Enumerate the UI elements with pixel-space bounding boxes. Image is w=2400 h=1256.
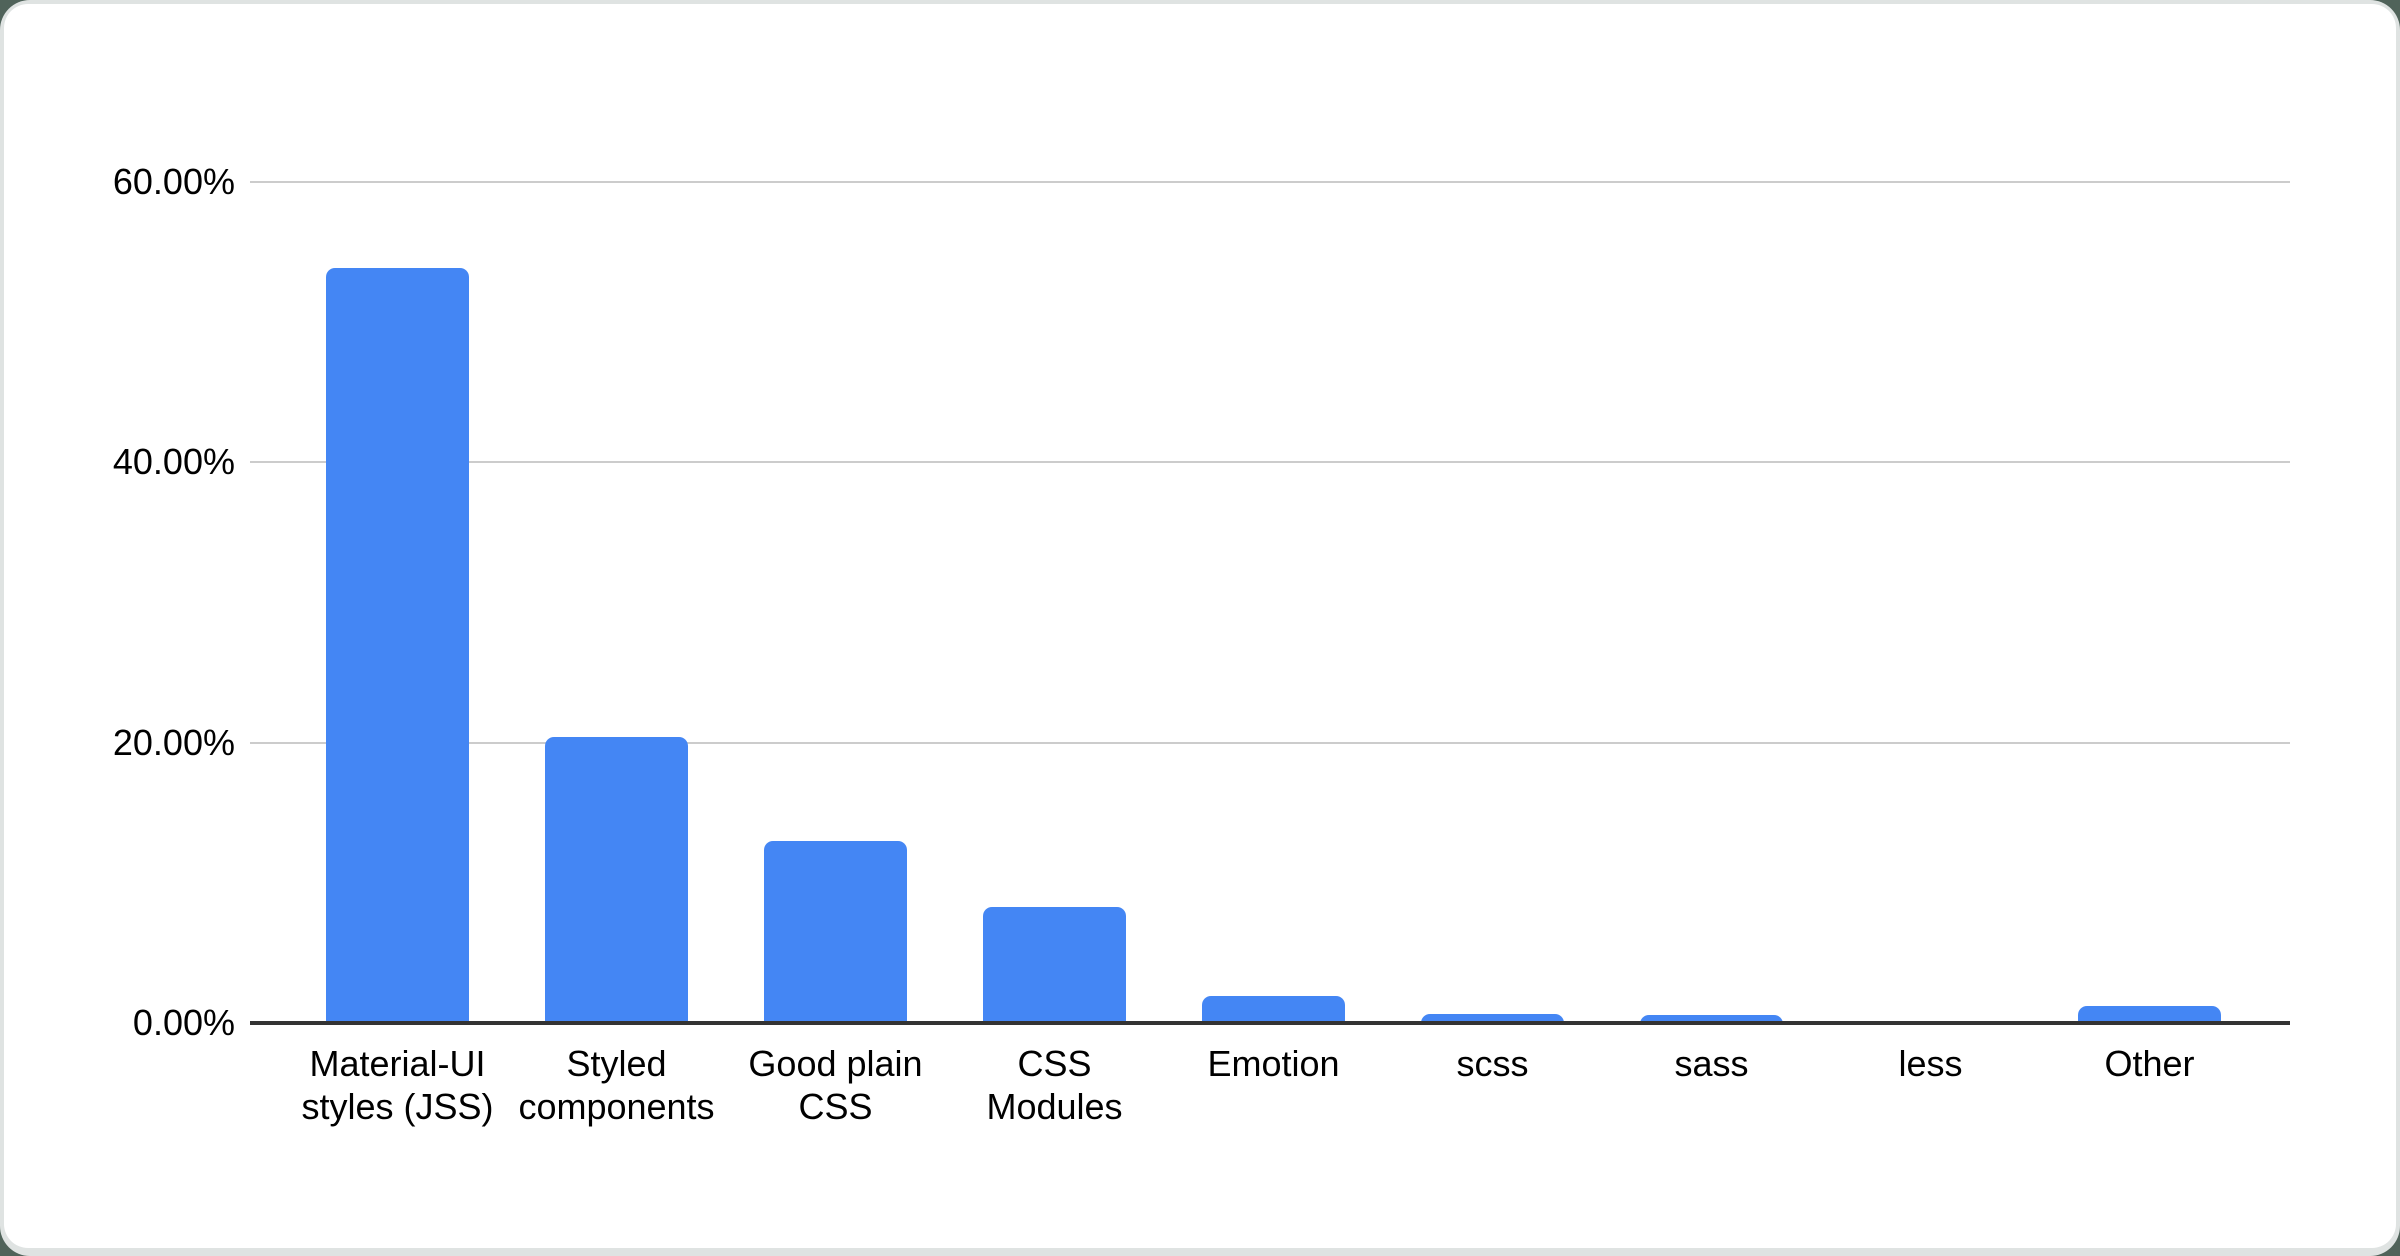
x-axis-category-labels: Material-UI styles (JSS) Styled components G… [288,1042,2259,1128]
bar-good-plain-css [764,840,907,1025]
category-label-line: less [1898,1043,1963,1084]
gridline-60 [250,180,2290,183]
category-label-line: CSS [798,1086,873,1127]
category-label-line: Modules [986,1086,1123,1127]
y-tick-label: 0.00% [132,1002,235,1043]
bar-material-ui-styles-jss- [326,268,469,1025]
bar-sass [1640,1015,1783,1025]
gridline-40 [250,461,2290,464]
bar-slot [507,0,726,1025]
category-label: less [1821,1042,2040,1128]
bar-slot [1821,0,2040,1025]
category-label: scss [1383,1042,1602,1128]
bar-emotion [1202,996,1345,1025]
bar-other [2078,1006,2221,1025]
category-label: Styled components [507,1042,726,1128]
category-label: Material-UI styles (JSS) [288,1042,507,1128]
category-label-line: Other [2104,1043,2195,1084]
category-label: Good plain CSS [726,1042,945,1128]
bar-series [288,0,2259,1025]
y-tick-label: 40.00% [112,441,235,483]
bar-slot [1602,0,1821,1025]
category-label-line: scss [1456,1043,1529,1084]
bar-slot [945,0,1164,1025]
bar-styled-components [545,736,688,1025]
bar-slot [2040,0,2259,1025]
y-tick-label: 20.00% [112,721,235,763]
y-tick-label: 60.00% [112,160,235,202]
bar-slot [726,0,945,1025]
category-label-line: Emotion [1207,1043,1340,1084]
category-label-line: sass [1674,1043,1749,1084]
bar-slot [288,0,507,1025]
category-label-line: components [518,1086,715,1127]
category-label-line: Good plain [748,1043,923,1084]
category-label-line: styles (JSS) [301,1086,494,1127]
category-label-line: CSS [1017,1043,1092,1084]
category-label-line: Material-UI [309,1043,486,1084]
bar-css-modules [983,906,1126,1025]
gridline-20 [250,741,2290,744]
category-label: CSS Modules [945,1042,1164,1128]
bar-scss [1421,1014,1564,1025]
x-axis-line [250,1021,2290,1025]
bar-slot [1383,0,1602,1025]
category-label: Emotion [1164,1042,1383,1128]
bar-slot [1164,0,1383,1025]
category-label: sass [1602,1042,1821,1128]
category-label-line: Styled [566,1043,667,1084]
category-label: Other [2040,1042,2259,1128]
